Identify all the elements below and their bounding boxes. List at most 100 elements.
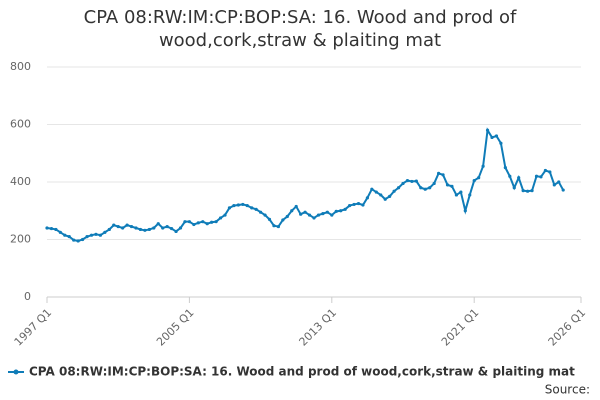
x-tick-label: 2026 Q1 <box>546 306 589 349</box>
point <box>138 227 143 232</box>
point <box>81 237 85 242</box>
point <box>432 181 436 186</box>
y-tick-label: 600 <box>10 118 31 131</box>
point <box>450 184 454 188</box>
point <box>557 180 561 184</box>
point <box>303 210 307 214</box>
chart-title: CPA 08:RW:IM:CP:BOP:SA: 16. Wood and pro… <box>83 7 517 51</box>
point <box>396 186 401 190</box>
point <box>272 224 276 228</box>
point <box>379 193 383 197</box>
point <box>508 174 512 178</box>
y-tick-label: 200 <box>10 233 31 246</box>
point <box>503 166 507 170</box>
x-tick-label: 2021 Q1 <box>439 306 482 349</box>
point <box>534 174 539 178</box>
point <box>343 207 347 211</box>
point <box>156 222 160 226</box>
point <box>129 224 134 229</box>
point <box>267 217 272 221</box>
point <box>67 235 71 239</box>
point <box>356 201 361 206</box>
y-tick-label: 800 <box>10 60 31 73</box>
point <box>405 178 410 183</box>
point <box>76 239 80 243</box>
point <box>63 233 67 237</box>
point <box>205 222 209 226</box>
point <box>299 212 303 216</box>
point <box>201 220 205 224</box>
point <box>98 233 102 237</box>
point <box>125 223 129 227</box>
point <box>192 222 196 227</box>
point <box>481 164 485 168</box>
point <box>321 212 325 216</box>
point <box>499 141 503 145</box>
point <box>468 193 472 197</box>
point <box>410 179 414 184</box>
point <box>214 220 218 224</box>
series-line <box>46 127 565 242</box>
point <box>463 209 467 213</box>
point <box>294 204 298 209</box>
point <box>227 206 232 210</box>
point <box>388 194 392 198</box>
point <box>548 170 552 174</box>
point <box>454 193 458 197</box>
point <box>539 175 543 179</box>
point <box>370 187 374 191</box>
point <box>54 227 58 232</box>
y-tick-label: 400 <box>10 175 31 188</box>
point <box>552 183 556 187</box>
point <box>419 186 423 190</box>
point <box>49 226 54 231</box>
point <box>383 197 387 201</box>
point <box>428 186 432 190</box>
point <box>223 213 227 217</box>
point <box>254 207 258 211</box>
point <box>281 218 285 222</box>
x-tick-label: 2005 Q1 <box>154 306 197 349</box>
point <box>161 226 165 230</box>
point <box>339 209 343 213</box>
point <box>361 203 365 207</box>
point <box>174 229 178 234</box>
point <box>143 228 147 232</box>
point <box>494 134 499 138</box>
point <box>236 203 240 207</box>
point <box>334 209 338 213</box>
point <box>94 232 98 236</box>
point <box>437 171 441 175</box>
point <box>441 173 445 177</box>
point <box>250 206 254 210</box>
point <box>352 202 356 207</box>
point <box>512 186 516 190</box>
point <box>147 227 151 232</box>
point <box>107 227 111 232</box>
point <box>316 213 321 217</box>
point <box>45 226 49 230</box>
point <box>183 220 187 224</box>
point <box>521 189 525 193</box>
point <box>543 168 548 173</box>
legend-label: CPA 08:RW:IM:CP:BOP:SA: 16. Wood and pro… <box>29 365 575 379</box>
point <box>58 230 62 234</box>
point <box>196 221 200 225</box>
y-tick-label: 0 <box>24 290 31 303</box>
point <box>472 178 476 183</box>
point <box>165 224 169 229</box>
point <box>103 230 107 234</box>
point <box>392 189 396 193</box>
point <box>290 209 294 213</box>
point <box>526 189 530 193</box>
point <box>285 214 289 219</box>
point <box>241 202 245 207</box>
point <box>259 210 263 214</box>
point <box>112 223 116 227</box>
point <box>232 203 236 208</box>
point <box>445 183 450 187</box>
point <box>477 176 481 180</box>
point <box>85 235 89 239</box>
point <box>152 226 156 230</box>
